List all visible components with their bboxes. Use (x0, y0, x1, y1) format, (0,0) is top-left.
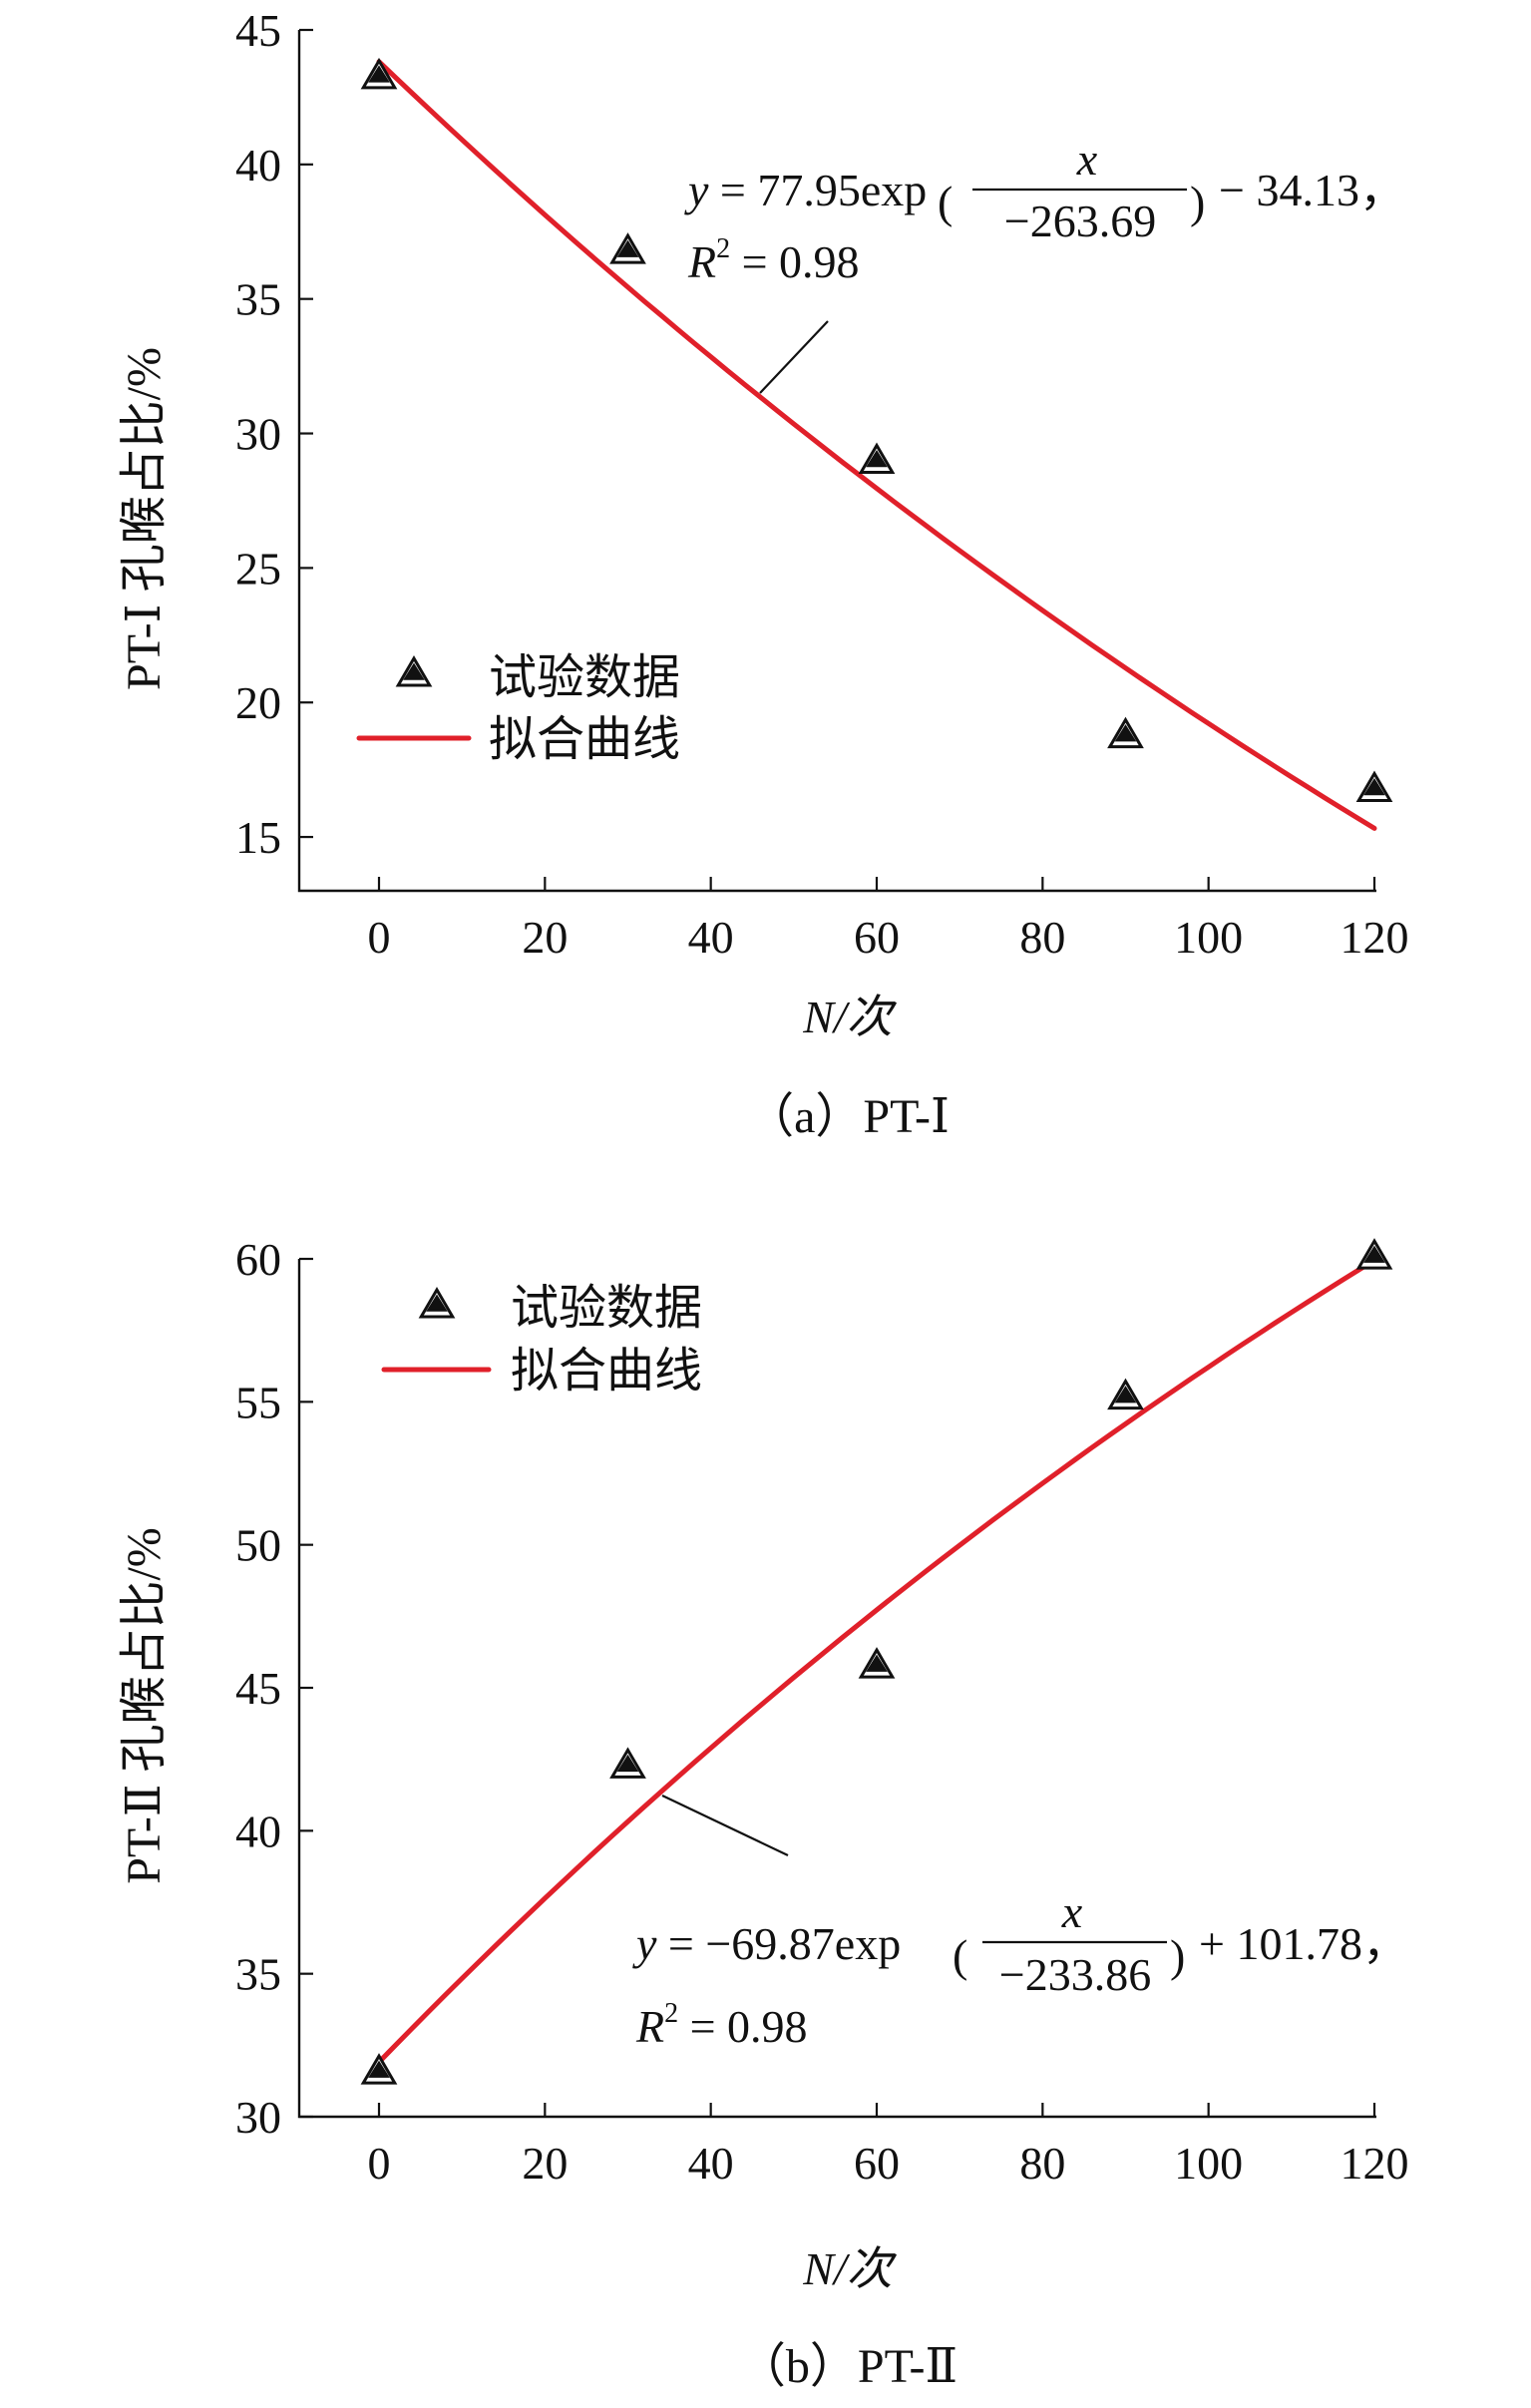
b-eq-r2-symbol: R (635, 2001, 664, 2052)
panel-b: 30 35 40 45 50 55 60 0 20 40 60 80 100 120 PT-Ⅱ 孔喉占比… (118, 1234, 1409, 2393)
a-x-ticks: 0 20 40 60 80 100 120 (368, 877, 1409, 963)
b-eq-coef: = −69.87exp (656, 1918, 901, 1969)
b-equation-line1: y = −69.87exp (632, 1918, 901, 1969)
b-eq-r2-value: = 0.98 (678, 2001, 807, 2052)
b-data-point-fill (1363, 1245, 1385, 1263)
a-x-tick-label: 100 (1174, 912, 1243, 963)
b-x-axis-label: N/次 (802, 2243, 897, 2294)
a-eq-paren-right: ) (1190, 177, 1205, 227)
b-y-tick-label: 35 (235, 1949, 281, 2000)
a-x-axis-label: N/次 (802, 992, 897, 1042)
b-x-tick-label: 0 (368, 2138, 391, 2189)
a-y-tick-label: 25 (235, 543, 281, 594)
a-y-tick-label: 40 (235, 140, 281, 191)
a-eq-paren-left: ( (938, 177, 953, 227)
a-legend: 试验数据 拟合曲线 (356, 651, 680, 766)
b-y-tick-label: 50 (235, 1520, 281, 1571)
a-data-points (360, 57, 1393, 803)
b-x-tick-label: 120 (1340, 2138, 1409, 2189)
b-y-tick-label: 40 (235, 1806, 281, 1856)
b-y-tick-label: 60 (235, 1234, 281, 1285)
a-eq-r2-sup: 2 (716, 233, 730, 264)
b-eq-lhs: y (632, 1918, 657, 1969)
b-eq-r2-sup: 2 (664, 1998, 678, 2029)
a-data-point-fill (1363, 778, 1385, 796)
b-eq-paren-right: ) (1170, 1930, 1185, 1981)
b-legend-marker (418, 1287, 456, 1319)
a-eq-tail: − 34.13， (1219, 165, 1405, 215)
a-x-tick-label: 60 (854, 912, 900, 963)
b-data-points (360, 1238, 1393, 2085)
a-data-point-fill (1114, 724, 1137, 742)
b-eq-paren-left: ( (953, 1930, 967, 1981)
a-eq-numerator: x (1076, 134, 1098, 185)
a-x-tick-label: 80 (1019, 912, 1065, 963)
b-x-ticks: 0 20 40 60 80 100 120 (368, 2103, 1409, 2189)
a-eq-r2-value: = 0.98 (730, 236, 859, 287)
a-legend-triangle-fill (403, 662, 425, 680)
a-equation: y = 77.95exp ( x −263.69 ) − 34.13， R2 =… (684, 134, 1405, 394)
b-eq-r2: R2 = 0.98 (635, 1998, 808, 2052)
a-legend-line-label: 拟合曲线 (489, 713, 680, 766)
a-legend-marker (395, 655, 433, 687)
b-eq-denominator: −233.86 (999, 1949, 1151, 2000)
b-x-tick-label: 60 (854, 2138, 900, 2189)
a-eq-r2: R2 = 0.98 (687, 233, 860, 287)
a-equation-line1: y = 77.95exp (684, 165, 927, 215)
a-x-tick-label: 20 (522, 912, 568, 963)
b-eq-numerator: x (1061, 1886, 1083, 1937)
a-data-point-fill (368, 65, 390, 83)
b-data-point-fill (368, 2060, 390, 2078)
b-legend-points-label: 试验数据 (511, 1282, 702, 1335)
b-data-point-fill (866, 1654, 888, 1672)
b-legend: 试验数据 拟合曲线 (381, 1282, 702, 1398)
a-y-tick-label: 15 (235, 812, 281, 863)
a-eq-coef: = 77.95exp (708, 165, 927, 215)
a-x-tick-label: 40 (688, 912, 734, 963)
b-x-tick-label: 20 (522, 2138, 568, 2189)
b-legend-triangle-fill (426, 1294, 448, 1312)
b-x-tick-label: 40 (688, 2138, 734, 2189)
a-x-tick-label: 0 (368, 912, 391, 963)
a-y-ticks: 15 20 25 30 35 40 45 (235, 5, 313, 863)
b-caption: （b）PT-Ⅱ (738, 2340, 957, 2393)
a-y-tick-label: 45 (235, 5, 281, 56)
b-fit-curve (376, 1257, 1377, 2065)
b-x-tick-label: 100 (1174, 2138, 1243, 2189)
a-legend-points-label: 试验数据 (489, 651, 680, 704)
a-x-tick-label: 120 (1340, 912, 1409, 963)
b-data-point-fill (1114, 1386, 1137, 1404)
b-eq-tail: + 101.78， (1199, 1918, 1408, 1969)
b-y-ticks: 30 35 40 45 50 55 60 (235, 1234, 313, 2143)
a-eq-denominator: −263.69 (1004, 196, 1156, 246)
a-eq-leader-line (759, 320, 829, 394)
b-data-point-fill (616, 1754, 639, 1773)
a-y-tick-label: 35 (235, 274, 281, 325)
a-y-axis-label: PT-Ⅰ 孔喉占比/% (118, 347, 171, 690)
b-y-tick-label: 55 (235, 1377, 281, 1427)
a-y-tick-label: 20 (235, 677, 281, 728)
b-y-tick-label: 45 (235, 1663, 281, 1714)
b-axes-frame (297, 1259, 1376, 2119)
b-y-axis-label: PT-Ⅱ 孔喉占比/% (118, 1527, 171, 1884)
a-axes-frame (297, 30, 1376, 893)
a-eq-r2-symbol: R (687, 236, 716, 287)
b-y-tick-label: 30 (235, 2092, 281, 2143)
b-eq-leader-line (661, 1795, 789, 1856)
a-caption: （a）PT-Ⅰ (746, 1090, 950, 1143)
a-data-point-fill (616, 239, 639, 257)
a-fit-curve (376, 59, 1377, 831)
a-y-tick-label: 30 (235, 409, 281, 460)
b-x-tick-label: 80 (1019, 2138, 1065, 2189)
panel-a: 15 20 25 30 35 40 45 0 20 40 60 80 100 120 PT-Ⅰ 孔喉占比… (118, 5, 1409, 1143)
a-eq-lhs: y (684, 165, 709, 215)
b-legend-line-label: 拟合曲线 (511, 1345, 702, 1398)
b-equation: y = −69.87exp ( x −233.86 ) + 101.78， R2… (632, 1795, 1408, 2052)
a-data-point-fill (866, 450, 888, 468)
